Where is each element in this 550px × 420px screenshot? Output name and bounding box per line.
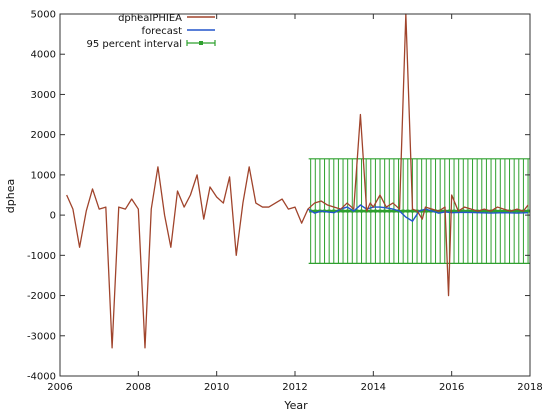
- y-tick-label: -2000: [27, 291, 56, 302]
- y-tick-label: -4000: [27, 372, 56, 383]
- y-tick-label: 2000: [31, 130, 56, 141]
- y-tick-label: 0: [50, 211, 56, 222]
- axis-ticks: 2006 2008 2010 2012 2014 2016 2018 -4000 -3000 -2…: [27, 10, 543, 394]
- x-tick-label: 2018: [517, 382, 542, 393]
- y-tick-label: 4000: [31, 50, 56, 61]
- x-axis-title: Year: [283, 399, 308, 412]
- x-tick-label: 2016: [439, 382, 464, 393]
- x-tick-label: 2012: [282, 382, 307, 393]
- observed-series: [66, 13, 529, 349]
- legend-swatch-interval-point: [199, 41, 203, 45]
- forecast-series: [307, 204, 529, 223]
- y-axis-title: dphea: [4, 179, 17, 213]
- plot-frame: [59, 13, 531, 377]
- y-tick-label: 1000: [31, 170, 56, 181]
- observed-line: [66, 13, 529, 349]
- plot-border: [59, 13, 531, 377]
- y-tick-label: 5000: [31, 10, 56, 21]
- legend: dpheaIPHIEA forecast 95 percent interval: [86, 13, 216, 50]
- x-tick-label: 2006: [47, 382, 72, 393]
- interval-band: [308, 158, 531, 264]
- forecast-line: [307, 204, 529, 223]
- y-tick-label: -1000: [27, 251, 56, 262]
- x-tick-label: 2014: [361, 382, 386, 393]
- x-tick-label: 2008: [126, 382, 151, 393]
- x-tick-label: 2010: [204, 382, 229, 393]
- y-tick-label: -3000: [27, 331, 56, 342]
- legend-label-forecast: forecast: [142, 26, 183, 37]
- legend-label-observed: dpheaIPHIEA: [118, 13, 182, 24]
- y-tick-label: 3000: [31, 90, 56, 101]
- legend-label-interval: 95 percent interval: [86, 39, 182, 50]
